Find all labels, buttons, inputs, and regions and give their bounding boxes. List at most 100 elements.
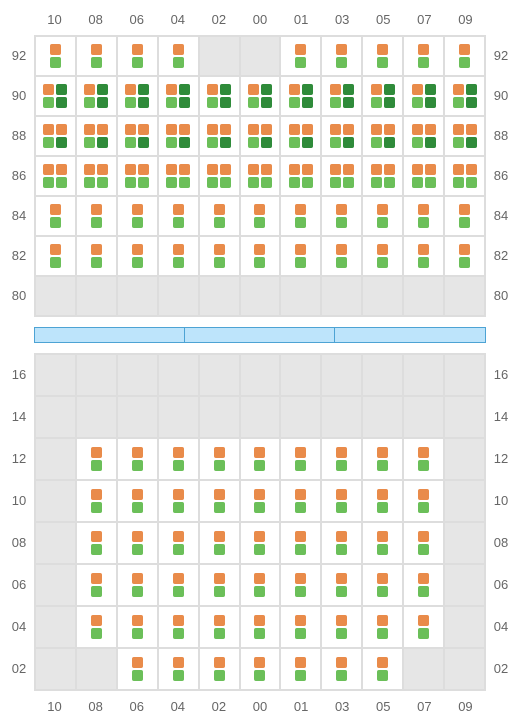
slot-cell[interactable] <box>199 564 240 606</box>
slot-cell[interactable] <box>76 522 117 564</box>
slot-cell[interactable] <box>158 36 199 76</box>
slot-cell[interactable] <box>35 196 76 236</box>
slot-cell[interactable] <box>362 564 403 606</box>
slot-cell[interactable] <box>158 196 199 236</box>
slot-cell[interactable] <box>240 196 281 236</box>
slot-cell[interactable] <box>76 76 117 116</box>
slot-cell[interactable] <box>321 648 362 690</box>
slot-cell[interactable] <box>403 36 444 76</box>
slot-cell[interactable] <box>403 76 444 116</box>
slot-cell[interactable] <box>240 480 281 522</box>
slot-cell[interactable] <box>362 606 403 648</box>
slot-cell[interactable] <box>444 236 485 276</box>
slot-cell[interactable] <box>362 480 403 522</box>
slot-cell[interactable] <box>35 76 76 116</box>
slot-cell[interactable] <box>362 36 403 76</box>
slot-cell[interactable] <box>158 438 199 480</box>
slot-cell[interactable] <box>321 156 362 196</box>
slot-cell[interactable] <box>240 648 281 690</box>
slot-cell[interactable] <box>240 236 281 276</box>
slot-cell[interactable] <box>321 236 362 276</box>
slot-cell[interactable] <box>76 156 117 196</box>
slot-cell[interactable] <box>280 156 321 196</box>
slot-cell[interactable] <box>280 36 321 76</box>
slot-cell[interactable] <box>240 522 281 564</box>
slot-cell[interactable] <box>117 606 158 648</box>
slot-cell[interactable] <box>321 196 362 236</box>
slot-cell[interactable] <box>280 116 321 156</box>
slot-cell[interactable] <box>158 76 199 116</box>
slot-cell[interactable] <box>403 438 444 480</box>
slot-cell[interactable] <box>76 196 117 236</box>
slot-cell[interactable] <box>280 606 321 648</box>
slot-cell[interactable] <box>35 156 76 196</box>
slot-cell[interactable] <box>117 116 158 156</box>
slot-cell[interactable] <box>321 564 362 606</box>
slot-cell[interactable] <box>403 236 444 276</box>
slot-cell[interactable] <box>35 116 76 156</box>
slot-cell[interactable] <box>199 522 240 564</box>
slot-cell[interactable] <box>117 196 158 236</box>
slot-cell[interactable] <box>321 606 362 648</box>
slot-cell[interactable] <box>280 564 321 606</box>
slot-cell[interactable] <box>158 116 199 156</box>
slot-cell[interactable] <box>158 480 199 522</box>
slot-cell[interactable] <box>240 438 281 480</box>
slot-cell[interactable] <box>35 36 76 76</box>
slot-cell[interactable] <box>240 156 281 196</box>
slot-cell[interactable] <box>117 36 158 76</box>
slot-cell[interactable] <box>403 522 444 564</box>
slot-cell[interactable] <box>117 76 158 116</box>
slot-cell[interactable] <box>76 606 117 648</box>
slot-cell[interactable] <box>76 116 117 156</box>
slot-cell[interactable] <box>117 648 158 690</box>
slot-cell[interactable] <box>362 236 403 276</box>
slot-cell[interactable] <box>35 236 76 276</box>
slot-cell[interactable] <box>76 480 117 522</box>
slot-cell[interactable] <box>76 36 117 76</box>
slot-cell[interactable] <box>76 564 117 606</box>
slot-cell[interactable] <box>117 438 158 480</box>
slot-cell[interactable] <box>403 606 444 648</box>
slot-cell[interactable] <box>117 480 158 522</box>
slot-cell[interactable] <box>444 116 485 156</box>
slot-cell[interactable] <box>117 156 158 196</box>
slot-cell[interactable] <box>158 564 199 606</box>
slot-cell[interactable] <box>117 564 158 606</box>
slot-cell[interactable] <box>362 116 403 156</box>
slot-cell[interactable] <box>362 156 403 196</box>
slot-cell[interactable] <box>199 606 240 648</box>
slot-cell[interactable] <box>199 196 240 236</box>
slot-cell[interactable] <box>117 522 158 564</box>
slot-cell[interactable] <box>362 648 403 690</box>
slot-cell[interactable] <box>362 438 403 480</box>
slot-cell[interactable] <box>403 564 444 606</box>
slot-cell[interactable] <box>199 236 240 276</box>
slot-cell[interactable] <box>158 236 199 276</box>
slot-cell[interactable] <box>280 438 321 480</box>
slot-cell[interactable] <box>280 236 321 276</box>
slot-cell[interactable] <box>240 564 281 606</box>
slot-cell[interactable] <box>199 116 240 156</box>
slot-cell[interactable] <box>403 156 444 196</box>
slot-cell[interactable] <box>444 76 485 116</box>
slot-cell[interactable] <box>362 196 403 236</box>
slot-cell[interactable] <box>321 480 362 522</box>
slot-cell[interactable] <box>199 648 240 690</box>
slot-cell[interactable] <box>321 522 362 564</box>
slot-cell[interactable] <box>158 522 199 564</box>
slot-cell[interactable] <box>321 76 362 116</box>
slot-cell[interactable] <box>444 196 485 236</box>
slot-cell[interactable] <box>199 480 240 522</box>
slot-cell[interactable] <box>158 606 199 648</box>
slot-cell[interactable] <box>280 648 321 690</box>
slot-cell[interactable] <box>362 76 403 116</box>
slot-cell[interactable] <box>321 438 362 480</box>
slot-cell[interactable] <box>117 236 158 276</box>
slot-cell[interactable] <box>321 116 362 156</box>
slot-cell[interactable] <box>444 156 485 196</box>
slot-cell[interactable] <box>199 156 240 196</box>
slot-cell[interactable] <box>280 522 321 564</box>
slot-cell[interactable] <box>240 76 281 116</box>
slot-cell[interactable] <box>158 648 199 690</box>
